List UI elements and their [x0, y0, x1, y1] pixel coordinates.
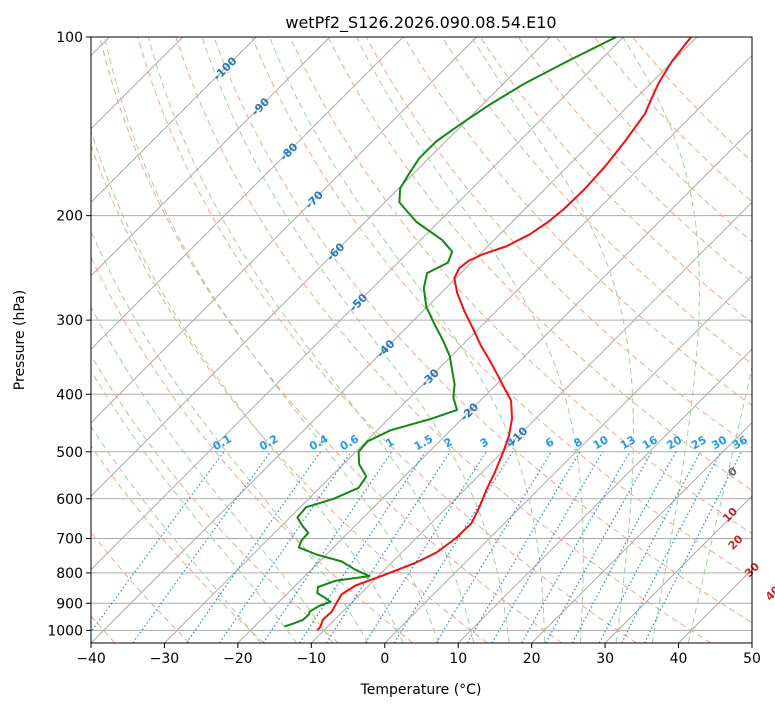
dry-adiabat-line: [137, 37, 637, 643]
x-tick-label: 10: [449, 651, 467, 667]
isotherm-gridline: [91, 37, 257, 204]
plot-frame: [90, 36, 753, 644]
plot-background: [91, 37, 752, 643]
isotherm-gridline: [457, 348, 752, 643]
dry-adiabat-line: [91, 256, 414, 643]
y-tick-label: 600: [56, 492, 83, 508]
dry-adiabat-line: [632, 37, 752, 163]
mixing-ratio-line: [299, 451, 426, 643]
isotherm-gridline: [91, 37, 624, 571]
dry-adiabat-line: [327, 37, 752, 492]
moist-adiabat-line: [622, 37, 700, 643]
dry-adiabat-label: 40: [763, 583, 775, 603]
y-tick-label: 100: [56, 30, 83, 46]
isotherm-gridline: [91, 37, 331, 277]
x-tick-label: −10: [297, 651, 327, 667]
moist-adiabat-line: [471, 37, 634, 643]
x-axis-label: Temperature (°C): [360, 682, 482, 698]
isotherm-gridline: [237, 128, 752, 643]
dry-adiabat-line: [251, 37, 752, 579]
mixing-ratio-line: [325, 451, 451, 643]
isotherm-gridline: [531, 421, 752, 643]
y-axis-label: Pressure (hPa): [12, 290, 28, 390]
isotherm-gridline: [91, 37, 551, 497]
moist-adiabat-line: [91, 229, 369, 643]
moist-adiabat-line: [356, 37, 584, 643]
mixing-ratio-line: [435, 451, 552, 643]
moist-adiabat-line: [91, 425, 262, 643]
mixing-ratio-line: [132, 451, 272, 643]
moist-adiabat-line: [201, 37, 510, 643]
mixing-ratio-line: [262, 451, 393, 643]
moist-adiabat-line: [91, 305, 333, 643]
x-tick-label: 40: [670, 651, 688, 667]
dry-adiabat-line: [213, 37, 752, 624]
isotherm-gridline: [91, 37, 478, 424]
y-tick-label: 800: [56, 566, 83, 582]
isotherm-gridline: [604, 495, 752, 643]
mixing-ratio-line: [219, 451, 352, 643]
isotherm-gridline: [751, 642, 752, 643]
chart-title: wetPf2_S126.2026.090.08.54.E10: [285, 13, 556, 33]
y-tick-label: 900: [56, 596, 83, 612]
mixing-ratio-line: [364, 451, 487, 643]
x-tick-label: 20: [523, 651, 541, 667]
moist-adiabat-line: [91, 129, 404, 643]
dry-adiabat-line: [479, 37, 752, 324]
moist-adiabat-line: [687, 364, 752, 643]
isotherm-gridline: [91, 37, 404, 350]
dewpoint-profile-line: [284, 37, 617, 628]
x-tick-label: −20: [223, 651, 253, 667]
mixing-ratio-line: [91, 451, 225, 633]
dry-adiabat-line: [289, 37, 752, 535]
isotherm-gridline: [310, 201, 752, 643]
y-tick-label: 700: [56, 532, 83, 548]
isotherm-gridline: [91, 37, 698, 643]
moist-adiabat-line: [104, 37, 439, 643]
y-tick-label: 1000: [47, 623, 83, 639]
moist-adiabat-line: [269, 37, 546, 643]
dry-adiabat-line: [91, 444, 265, 643]
x-tick-label: 0: [380, 651, 389, 667]
dry-adiabat-line: [175, 37, 712, 643]
isotherm-gridline: [384, 275, 752, 643]
dry-adiabat-line: [594, 37, 752, 203]
dry-adiabat-line: [403, 37, 752, 407]
isotherm-gridline: [164, 54, 752, 643]
mixing-ratio-line: [571, 451, 677, 643]
moist-adiabat-line: [147, 37, 475, 643]
y-tick-label: 400: [56, 387, 83, 403]
y-tick-label: 200: [56, 209, 83, 225]
x-tick-label: −30: [150, 651, 180, 667]
mixing-ratio-line: [186, 451, 321, 643]
x-tick-label: 30: [596, 651, 614, 667]
y-tick-label: 300: [56, 313, 83, 329]
x-tick-label: 50: [743, 651, 761, 667]
moist-adiabat-line: [91, 369, 297, 643]
x-tick-label: −40: [76, 651, 106, 667]
mixing-ratio-line: [545, 451, 653, 643]
dry-adiabat-line: [365, 37, 752, 449]
mixing-ratio-line: [521, 451, 631, 643]
temperature-profile-line: [316, 37, 692, 632]
mixing-ratio-line: [598, 451, 702, 643]
y-tick-label: 500: [56, 445, 83, 461]
